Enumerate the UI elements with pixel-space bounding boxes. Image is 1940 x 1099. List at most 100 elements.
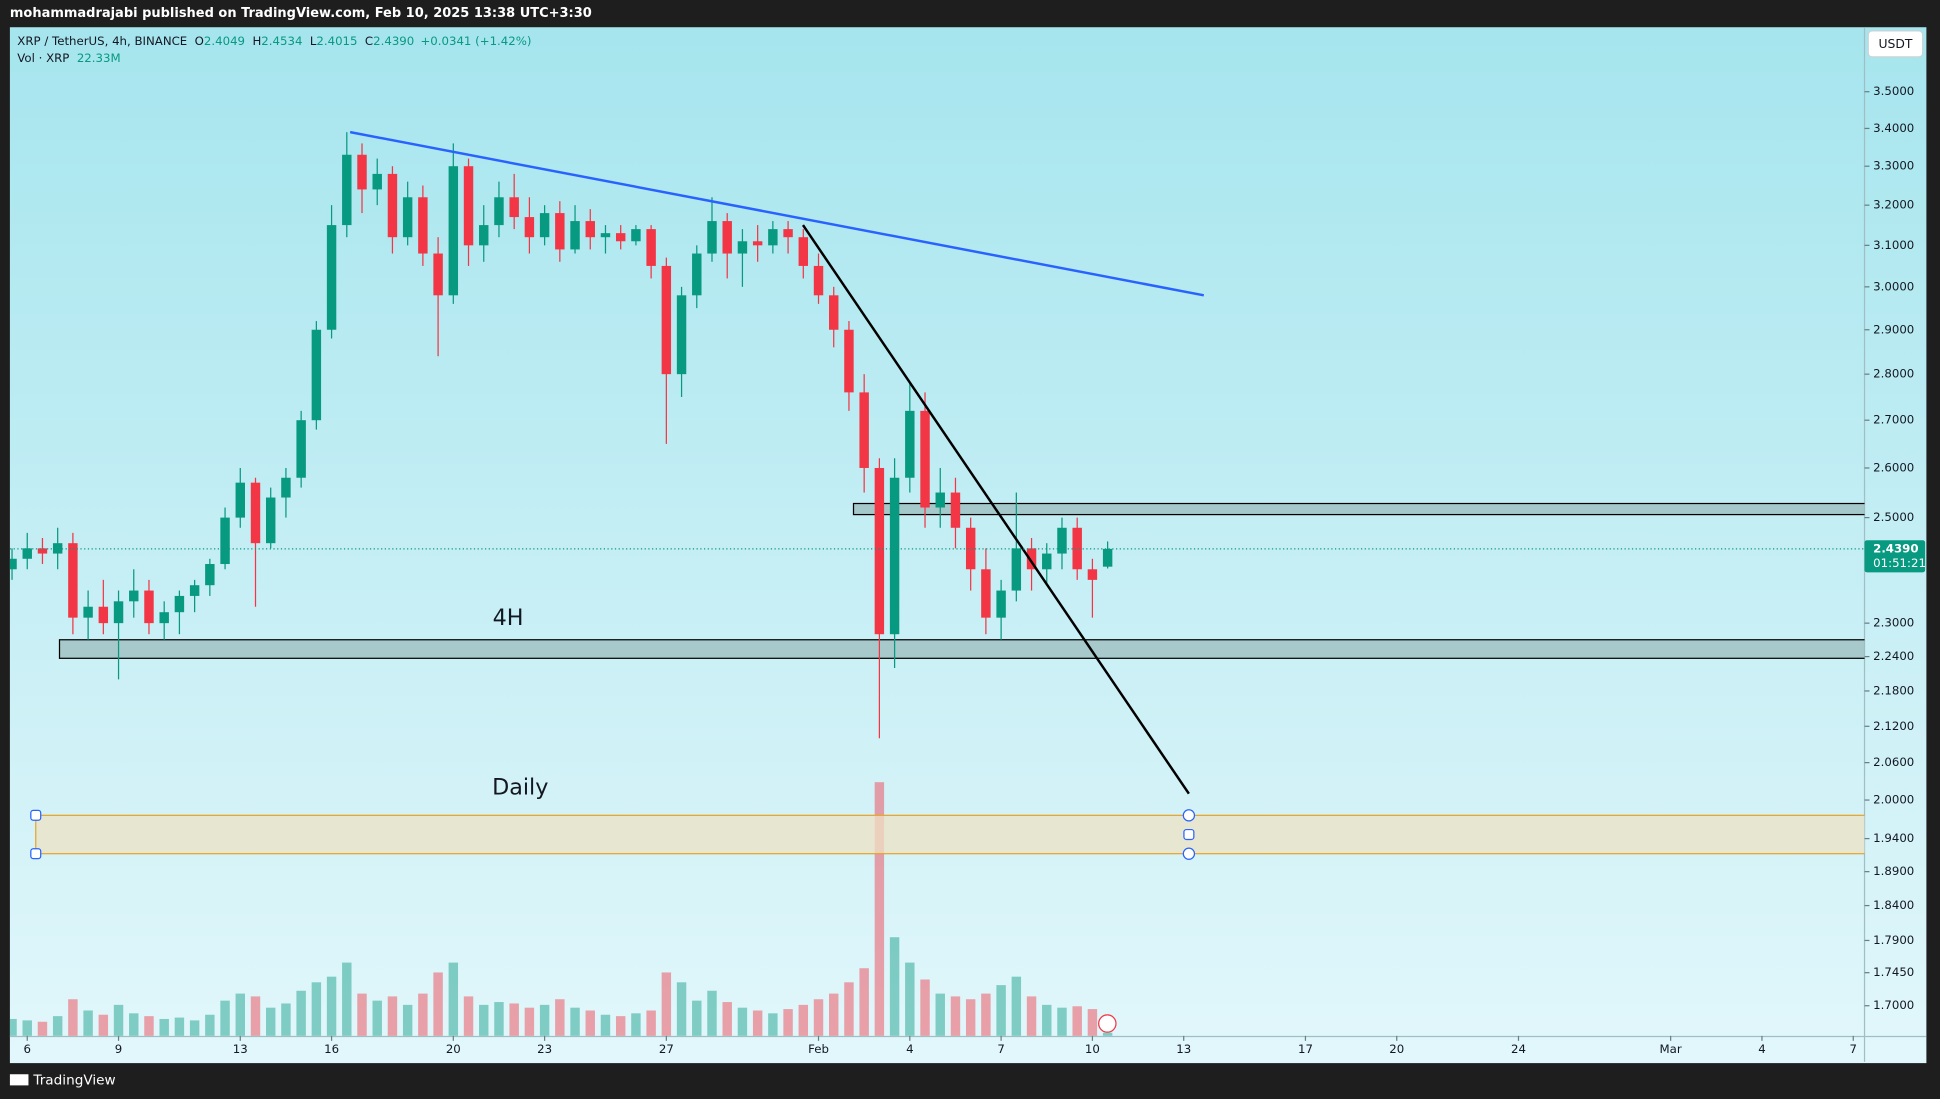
trendline <box>349 130 1205 297</box>
x-tick-label: Mar <box>1660 1042 1682 1056</box>
last-price-tag <box>1864 540 1926 573</box>
candle-body <box>555 213 565 250</box>
volume-bar <box>752 1010 763 1036</box>
candle-body <box>387 173 398 238</box>
y-tick-label: 3.2000 <box>1873 198 1914 212</box>
candle-body <box>920 410 930 508</box>
volume-bar <box>144 1016 154 1036</box>
candle-body <box>265 497 276 544</box>
zone-handle[interactable] <box>30 848 42 860</box>
volume-bar <box>1026 996 1037 1036</box>
volume-bar <box>813 999 824 1036</box>
y-tick-label: 2.0000 <box>1873 793 1914 807</box>
zone-handle[interactable] <box>30 809 42 821</box>
volume-bar <box>950 996 961 1036</box>
candle-body <box>905 410 915 478</box>
x-tick-label: 16 <box>324 1042 339 1056</box>
volume-bar <box>220 1000 230 1036</box>
volume-bar <box>113 1004 124 1036</box>
candle-body <box>463 166 474 246</box>
candle-body <box>981 569 991 618</box>
y-tick-label: 2.2400 <box>1873 649 1914 663</box>
volume-bar <box>905 962 915 1036</box>
candle-body <box>813 265 824 296</box>
volume-bar <box>768 1013 778 1036</box>
volume-bar <box>615 1016 626 1036</box>
volume-bar <box>174 1017 185 1036</box>
x-tick-label: 7 <box>1850 1042 1857 1056</box>
candle-body <box>296 420 306 478</box>
zone-handle[interactable] <box>1183 828 1195 841</box>
y-tick-label: 3.1000 <box>1873 238 1914 252</box>
candle-body <box>372 173 382 190</box>
candle-body <box>113 601 124 624</box>
volume-bar <box>722 1002 732 1036</box>
volume-bar <box>448 962 459 1036</box>
volume-bar <box>585 1010 595 1036</box>
volume-value: 22.33M <box>77 51 121 65</box>
candle-body <box>615 233 626 242</box>
candle-body <box>250 482 261 544</box>
drawing-label: Daily <box>492 775 548 801</box>
candle-body <box>433 253 443 296</box>
volume-bar <box>98 1014 109 1036</box>
volume-bar <box>981 993 991 1036</box>
candle-body <box>874 467 885 635</box>
legend-symbol: XRP / TetherUS, 4h, BINANCE <box>17 33 187 47</box>
candle-body <box>859 392 869 468</box>
volume-bar <box>844 982 854 1036</box>
x-tick-label: 7 <box>997 1042 1004 1056</box>
y-tick-label: 1.8900 <box>1873 864 1914 878</box>
candle-body <box>996 590 1006 618</box>
candle-body <box>342 154 352 226</box>
volume-legend: Vol · XRP 22.33M <box>17 51 120 65</box>
y-tick-label: 2.0600 <box>1873 755 1914 769</box>
legend-value: 2.4049 <box>204 33 245 47</box>
volume-bar <box>935 993 945 1036</box>
volume-bar <box>555 999 565 1036</box>
candle-body <box>1057 527 1067 554</box>
candle-body <box>661 265 672 375</box>
volume-bar <box>1087 1009 1098 1036</box>
volume-bar <box>463 996 474 1036</box>
candle-body <box>129 590 139 602</box>
y-tick-label: 2.3000 <box>1873 616 1914 630</box>
zone-handle[interactable] <box>1182 809 1196 822</box>
volume-bar <box>737 1007 748 1036</box>
volume-bar <box>859 968 869 1036</box>
trendline <box>801 224 1190 795</box>
volume-bar <box>1072 1006 1082 1036</box>
candle-body <box>707 221 717 254</box>
y-tick-label: 2.9000 <box>1873 322 1914 336</box>
legend-key: H <box>252 33 261 47</box>
currency-button[interactable] <box>1867 30 1924 58</box>
volume-bar <box>676 982 687 1036</box>
candle-body <box>1011 548 1022 591</box>
alert-icon[interactable] <box>1098 1014 1117 1033</box>
legend-change: +0.0341 (+1.42%) <box>420 33 531 47</box>
candle-body <box>676 295 687 375</box>
candle-body <box>646 229 656 266</box>
zone <box>852 502 1865 516</box>
candle-body <box>37 548 48 554</box>
brand-logo <box>9 1074 29 1086</box>
volume-bar <box>22 1020 32 1036</box>
zone <box>35 814 1865 855</box>
candle-body <box>524 217 535 238</box>
currency-label[interactable]: USDT <box>1878 37 1912 51</box>
candle-body <box>783 229 793 238</box>
volume-bar <box>418 993 428 1036</box>
zone-handle[interactable] <box>1182 847 1196 860</box>
x-tick-label: 20 <box>446 1042 461 1056</box>
volume-bar <box>311 982 322 1036</box>
candle-body <box>585 221 595 238</box>
x-tick-label: 20 <box>1389 1042 1404 1056</box>
candle-body <box>965 527 976 570</box>
candle-body <box>357 154 367 190</box>
candle-body <box>1087 569 1098 580</box>
candle-body <box>144 590 154 624</box>
legend-key: L <box>310 33 317 47</box>
drawing-label: 4H <box>493 605 524 631</box>
x-tick-label: 13 <box>1176 1042 1191 1056</box>
legend-value: 2.4015 <box>316 33 357 47</box>
